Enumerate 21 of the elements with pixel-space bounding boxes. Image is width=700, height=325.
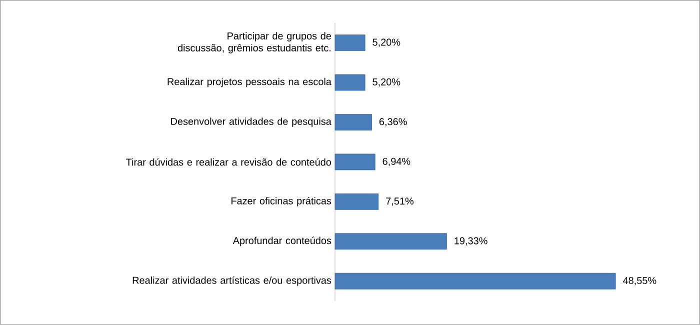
y-tick-label: Desenvolver atividades de pesquisa [171, 118, 332, 127]
y-tick-label: Tirar dúvidas e realizar a revisão de conteúdo [126, 158, 332, 166]
data-label: 5,20% [372, 38, 400, 47]
data-label: 5,20% [372, 78, 400, 87]
bar [334, 114, 372, 130]
y-tick-label: Realizar projetos pessoais na escola [168, 78, 332, 88]
bar [334, 233, 447, 250]
data-label: 6,94% [382, 158, 410, 166]
bar [334, 154, 376, 170]
data-label: 19,33% [454, 237, 488, 246]
y-tick-label: Aprofundar conteúdos [232, 236, 332, 246]
y-tick-label: Participar de grupos de discussão, grêmios estudantis etc. [178, 32, 332, 54]
data-label: 6,36% [379, 118, 407, 126]
data-label: 7,51% [386, 198, 414, 206]
bar [334, 34, 366, 52]
bar [334, 272, 616, 290]
bar [334, 74, 366, 91]
y-tick-label: Fazer oficinas práticas [231, 197, 332, 206]
bar [334, 194, 379, 210]
data-label: 48,55% [623, 277, 656, 286]
y-tick-label: Realizar atividades artísticas e/ou esportivas [132, 276, 332, 286]
